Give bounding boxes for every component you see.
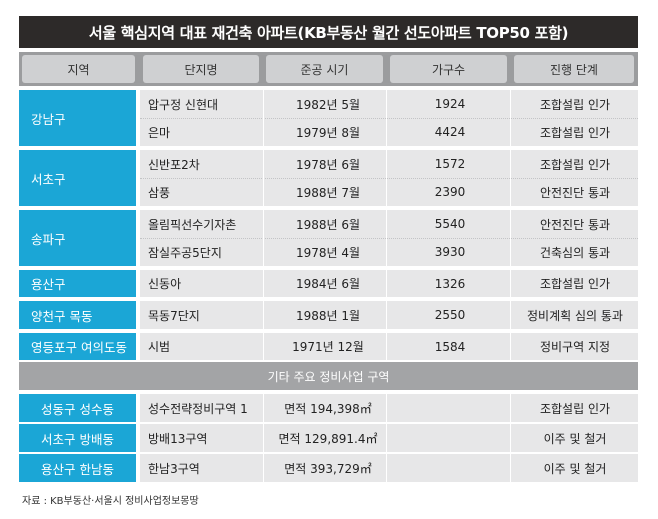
region-cell: 송파구: [19, 210, 136, 266]
header-year: 준공 시기: [266, 55, 383, 83]
household-count: 3930: [434, 245, 466, 259]
household-count: 1584: [434, 339, 466, 354]
region-group-box: [140, 394, 638, 422]
column-divider: [263, 90, 264, 360]
household-count: 2550: [434, 308, 466, 322]
region-cell: 용산구: [19, 270, 136, 297]
source-note: 자료 : KB부동산·서울시 정비사업정보몽땅: [22, 496, 199, 507]
progress-stage: 조합설립 인가: [539, 401, 611, 416]
completion-date: 1982년 5월: [295, 97, 361, 112]
progress-stage: 안전진단 통과: [539, 217, 611, 232]
complex-name: 올림픽선수기자촌: [148, 217, 237, 232]
progress-stage: 조합설립 인가: [539, 125, 611, 140]
column-divider: [386, 90, 387, 360]
progress-stage: 이주 및 철거: [543, 461, 607, 476]
household-count: 2390: [434, 185, 466, 199]
region-group-box: [140, 333, 638, 360]
completion-date: 1978년 6월: [295, 157, 361, 172]
complex-name: 잠실주공5단지: [148, 245, 222, 260]
header-stage: 진행 단계: [514, 55, 634, 83]
complex-name: 신반포2차: [148, 157, 200, 172]
household-count: 1326: [434, 276, 466, 291]
progress-stage: 정비계획 심의 통과: [527, 308, 623, 323]
completion-date: 1979년 8월: [295, 125, 361, 140]
region-cell: 성동구 성수동: [19, 394, 136, 422]
region-cell: 서초구: [19, 150, 136, 206]
region-cell: 용산구 한남동: [19, 454, 136, 482]
region-cell: 영등포구 여의도동: [19, 333, 136, 360]
region-group-box: [140, 424, 638, 452]
complex-name: 은마: [148, 125, 171, 140]
table-header: 지역 단지명 준공 시기 가구수 진행 단계: [19, 52, 638, 86]
progress-stage: 정비구역 지정: [539, 340, 611, 354]
progress-stage: 건축심의 통과: [539, 245, 611, 260]
region-cell: 서초구 방배동: [19, 424, 136, 452]
region-group-box: [140, 301, 638, 329]
zone-name: 방배13구역: [148, 431, 208, 446]
progress-stage: 조합설립 인가: [539, 157, 611, 172]
zone-area: 면적 393,729㎡: [284, 461, 372, 476]
column-divider: [510, 90, 511, 360]
region-group-box: [140, 270, 638, 297]
zone-name: 성수전략정비구역 1: [148, 401, 248, 416]
column-divider: [263, 394, 264, 482]
completion-date: 1971년 12월: [292, 340, 364, 354]
row-divider: [140, 238, 638, 239]
progress-stage: 조합설립 인가: [539, 277, 611, 291]
completion-date: 1984년 6월: [295, 277, 361, 291]
household-count: 5540: [434, 217, 466, 231]
completion-date: 1988년 7월: [295, 185, 361, 200]
complex-name: 시범: [148, 340, 171, 354]
region-cell: 양천구 목동: [19, 301, 136, 329]
progress-stage: 이주 및 철거: [543, 431, 607, 446]
region-cell: 강남구: [19, 90, 136, 146]
household-count: 1572: [434, 157, 466, 171]
table-title: 서울 핵심지역 대표 재건축 아파트(KB부동산 월간 선도아파트 TOP50 …: [19, 16, 638, 48]
header-complex: 단지명: [143, 55, 259, 83]
completion-date: 1978년 4월: [295, 245, 361, 260]
column-divider: [510, 394, 511, 482]
household-count: 4424: [434, 125, 466, 139]
complex-name: 목동7단지: [148, 308, 200, 323]
progress-stage: 조합설립 인가: [539, 97, 611, 112]
header-households: 가구수: [390, 55, 507, 83]
complex-name: 압구정 신현대: [148, 97, 219, 112]
region-group-box: [140, 454, 638, 482]
header-region: 지역: [22, 55, 135, 83]
other-section-header: 기타 주요 정비사업 구역: [19, 362, 638, 390]
zone-area: 면적 194,398㎡: [284, 401, 372, 416]
complex-name: 삼풍: [148, 185, 171, 200]
column-divider: [386, 394, 387, 482]
zone-name: 한남3구역: [148, 461, 200, 476]
complex-name: 신동아: [148, 277, 182, 291]
household-count: 1924: [434, 97, 466, 111]
row-divider: [140, 118, 638, 119]
completion-date: 1988년 1월: [295, 308, 361, 323]
row-divider: [140, 178, 638, 179]
completion-date: 1988년 6월: [295, 217, 361, 232]
progress-stage: 안전진단 통과: [539, 185, 611, 200]
zone-area: 면적 129,891.4㎡: [278, 431, 378, 446]
